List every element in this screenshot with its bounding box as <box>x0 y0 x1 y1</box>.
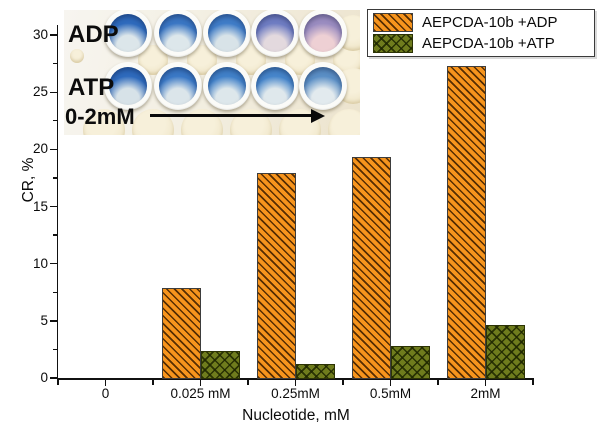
well-liquid <box>109 14 147 52</box>
inset-label-adp: ADP <box>68 21 119 48</box>
y-tick-label: 0 <box>40 370 48 385</box>
y-tick <box>50 205 57 208</box>
well-adp-1 <box>104 10 152 57</box>
well-adp-4 <box>251 10 299 57</box>
well-atp-1 <box>104 62 152 110</box>
x-tick-label: 0 <box>101 386 110 401</box>
y-minor-tick <box>52 234 57 236</box>
bar-atp-0.25mM <box>295 364 335 379</box>
y-tick-label: 30 <box>32 27 48 42</box>
x-tick <box>199 379 202 386</box>
x-tick <box>104 379 107 386</box>
inset-label-atp: ATP <box>68 74 115 101</box>
x-tick-label: 0.5mM <box>369 386 412 401</box>
y-tick-label: 20 <box>32 141 48 157</box>
bar-atp-0.5mM <box>390 345 430 379</box>
y-minor-tick <box>52 291 57 293</box>
bar-atp-2mM <box>485 325 525 379</box>
x-axis-title: Nucleotide, mM <box>242 407 350 424</box>
well-adp-5 <box>299 10 347 57</box>
y-axis <box>56 25 58 380</box>
x-minor-tick <box>532 379 534 385</box>
well-atp-4 <box>251 62 299 110</box>
well-liquid <box>208 67 246 105</box>
well-atp-3 <box>203 62 251 110</box>
bar-adp-2mM <box>446 65 486 379</box>
well-liquid <box>159 67 197 105</box>
legend-swatch-adp <box>373 13 413 32</box>
legend-entry-atp: AEPCDA-10b +ATP <box>373 33 590 54</box>
well-liquid <box>256 67 294 105</box>
x-minor-tick <box>57 379 59 385</box>
legend-swatch-atp <box>373 34 413 53</box>
well-liquid <box>256 14 294 52</box>
well-adp-3 <box>203 10 251 57</box>
inset-label-range: 0-2mM <box>65 104 135 129</box>
arrow-head-icon <box>311 109 325 123</box>
empty-well <box>70 49 84 63</box>
well-adp-2 <box>154 10 202 57</box>
y-tick <box>50 148 57 151</box>
x-tick <box>294 379 297 386</box>
y-tick-label: 5 <box>40 312 48 328</box>
well-atp-5 <box>299 62 347 110</box>
bar-adp-0.5mM <box>351 157 391 379</box>
y-tick <box>50 34 57 36</box>
bar-atp-0.025mM <box>200 350 240 379</box>
x-tick-label: 0.025 mM <box>170 386 231 401</box>
legend-label-adp: AEPCDA-10b +ADP <box>422 14 558 31</box>
x-tick-label: 0.25mM <box>271 386 320 401</box>
bar-adp-0.25mM <box>256 173 296 379</box>
bar-adp-0.025mM <box>161 287 201 379</box>
well-atp-2 <box>154 62 202 110</box>
well-liquid <box>208 14 246 52</box>
y-axis-title: CR, % <box>20 157 37 203</box>
well-liquid <box>304 67 342 105</box>
legend: AEPCDA-10b +ADP AEPCDA-10b +ATP <box>367 9 595 57</box>
y-tick-label: 15 <box>32 198 48 214</box>
y-tick <box>50 377 57 379</box>
y-minor-tick <box>52 62 57 65</box>
well-liquid <box>159 14 197 52</box>
legend-label-atp: AEPCDA-10b +ATP <box>422 35 555 52</box>
x-tick-label: 2mM <box>470 386 501 401</box>
y-tick <box>50 320 57 322</box>
legend-entry-adp: AEPCDA-10b +ADP <box>373 12 590 33</box>
y-minor-tick <box>52 177 57 179</box>
y-tick-label: 10 <box>32 255 48 271</box>
y-tick <box>50 91 57 93</box>
y-minor-tick <box>52 120 57 122</box>
x-minor-tick <box>247 379 249 385</box>
well-liquid <box>109 67 147 105</box>
x-tick <box>484 379 487 386</box>
y-tick <box>50 263 57 265</box>
arrow-right-icon <box>150 109 325 123</box>
y-minor-tick <box>52 348 57 350</box>
x-minor-tick <box>342 379 344 385</box>
x-minor-tick <box>437 379 439 385</box>
x-tick <box>389 379 392 386</box>
well-liquid <box>304 14 342 52</box>
y-tick-label: 25 <box>32 84 48 100</box>
microplate-photo-inset: ADP ATP 0-2mM <box>64 10 360 135</box>
x-minor-tick <box>152 379 154 385</box>
